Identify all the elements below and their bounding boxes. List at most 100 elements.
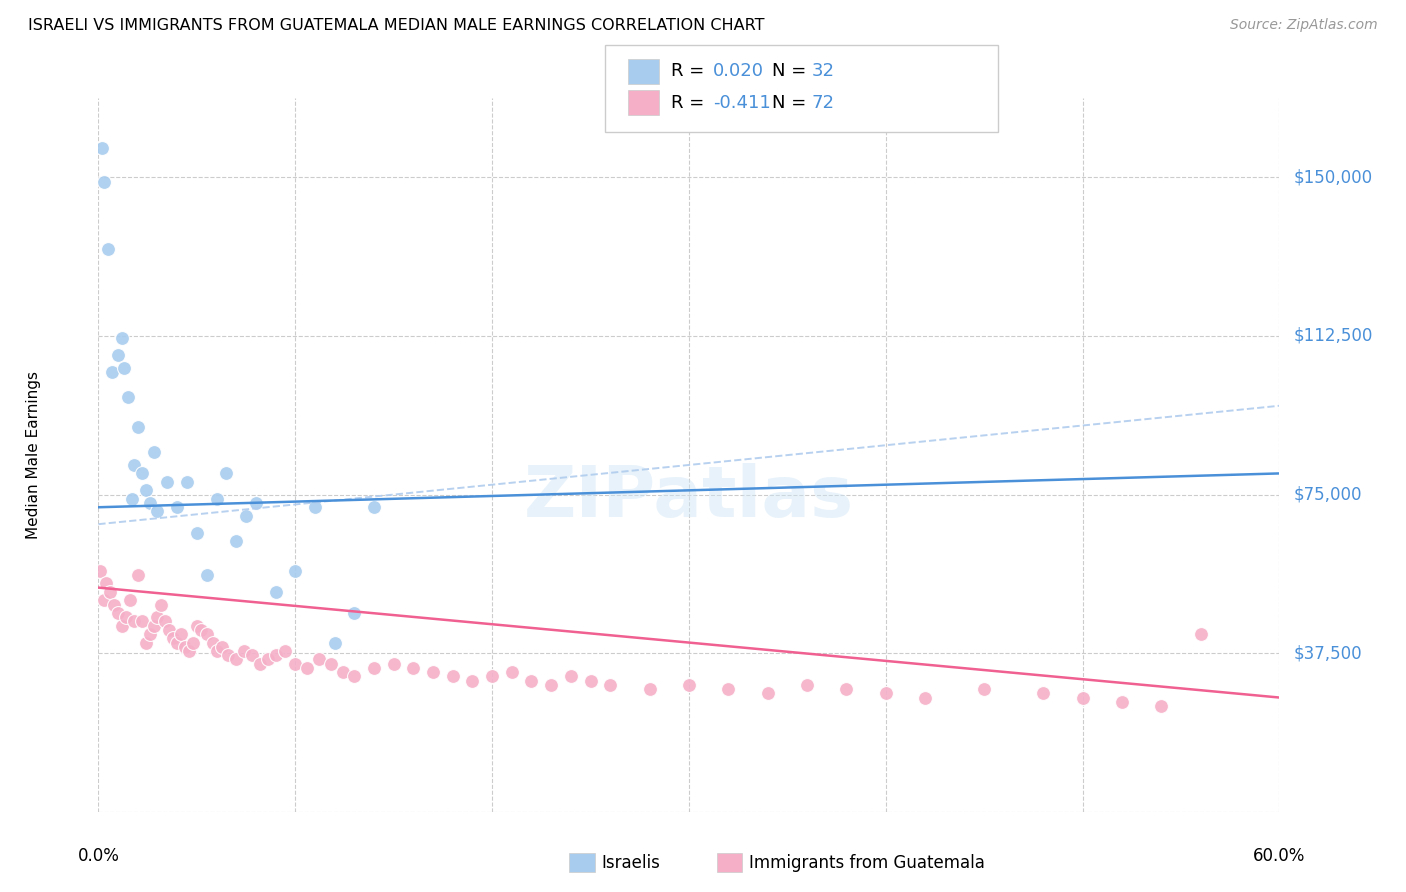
Point <box>118 593 141 607</box>
Point <box>135 483 157 498</box>
Point <box>111 618 134 632</box>
Point <box>973 682 995 697</box>
Point <box>363 500 385 515</box>
Point <box>131 615 153 629</box>
Point <box>284 564 307 578</box>
Text: 0.020: 0.020 <box>713 62 763 80</box>
Point <box>121 491 143 506</box>
Point <box>481 669 503 683</box>
Point <box>875 686 897 700</box>
Point <box>501 665 523 680</box>
Point <box>211 640 233 654</box>
Point <box>101 365 124 379</box>
Point <box>195 627 218 641</box>
Point <box>343 669 366 683</box>
Point <box>520 673 543 688</box>
Point <box>382 657 405 671</box>
Point <box>540 678 562 692</box>
Point <box>323 635 346 649</box>
Text: $112,500: $112,500 <box>1294 327 1372 345</box>
Point <box>304 500 326 515</box>
Point <box>225 534 247 549</box>
Text: Israelis: Israelis <box>602 854 661 871</box>
Point <box>162 632 184 646</box>
Point <box>177 644 200 658</box>
Point <box>135 635 157 649</box>
Point <box>235 508 257 523</box>
Point <box>176 475 198 489</box>
Point <box>146 610 169 624</box>
Point <box>127 420 149 434</box>
Text: R =: R = <box>671 62 710 80</box>
Point <box>1111 695 1133 709</box>
Point <box>225 652 247 666</box>
Text: 72: 72 <box>811 94 834 112</box>
Point <box>678 678 700 692</box>
Text: ISRAELI VS IMMIGRANTS FROM GUATEMALA MEDIAN MALE EARNINGS CORRELATION CHART: ISRAELI VS IMMIGRANTS FROM GUATEMALA MED… <box>28 18 765 33</box>
Point <box>205 644 228 658</box>
Point <box>186 525 208 540</box>
Point <box>142 445 165 459</box>
Point <box>166 500 188 515</box>
Point <box>756 686 779 700</box>
Point <box>181 635 204 649</box>
Text: 0.0%: 0.0% <box>77 847 120 865</box>
Point <box>274 644 297 658</box>
Point <box>245 496 267 510</box>
Point <box>103 598 125 612</box>
Point <box>155 615 177 629</box>
Text: -0.411: -0.411 <box>713 94 770 112</box>
Text: $37,500: $37,500 <box>1294 644 1362 662</box>
Point <box>205 491 228 506</box>
Point <box>138 627 160 641</box>
Point <box>186 618 208 632</box>
Point <box>461 673 484 688</box>
Point <box>579 673 602 688</box>
Point <box>599 678 621 692</box>
Text: ZIPatlas: ZIPatlas <box>524 463 853 533</box>
Point <box>156 475 179 489</box>
Point <box>560 669 582 683</box>
Text: 60.0%: 60.0% <box>1253 847 1306 865</box>
Point <box>146 504 169 518</box>
Point <box>142 618 165 632</box>
Point <box>256 652 278 666</box>
Point <box>89 564 111 578</box>
Point <box>319 657 342 671</box>
Point <box>122 458 145 472</box>
Point <box>166 635 188 649</box>
Point <box>122 615 145 629</box>
Point <box>91 141 114 155</box>
Point <box>249 657 271 671</box>
Point <box>402 661 425 675</box>
Point <box>195 568 218 582</box>
Point <box>150 598 173 612</box>
Point <box>190 623 212 637</box>
Point <box>295 661 318 675</box>
Point <box>93 593 115 607</box>
Point <box>796 678 818 692</box>
Point <box>284 657 307 671</box>
Point <box>174 640 197 654</box>
Point <box>835 682 858 697</box>
Point <box>717 682 740 697</box>
Point <box>233 644 256 658</box>
Point <box>264 648 287 663</box>
Point <box>1032 686 1054 700</box>
Point <box>131 467 153 481</box>
Point <box>914 690 936 705</box>
Point <box>115 610 138 624</box>
Point <box>93 175 115 189</box>
Point <box>638 682 661 697</box>
Point <box>308 652 330 666</box>
Point <box>107 606 129 620</box>
Text: Source: ZipAtlas.com: Source: ZipAtlas.com <box>1230 18 1378 32</box>
Point <box>1189 627 1212 641</box>
Text: $150,000: $150,000 <box>1294 169 1372 186</box>
Text: $75,000: $75,000 <box>1294 485 1362 504</box>
Text: Immigrants from Guatemala: Immigrants from Guatemala <box>749 854 986 871</box>
Point <box>332 665 354 680</box>
Point <box>127 568 149 582</box>
Point <box>1150 698 1173 713</box>
Point <box>138 496 160 510</box>
